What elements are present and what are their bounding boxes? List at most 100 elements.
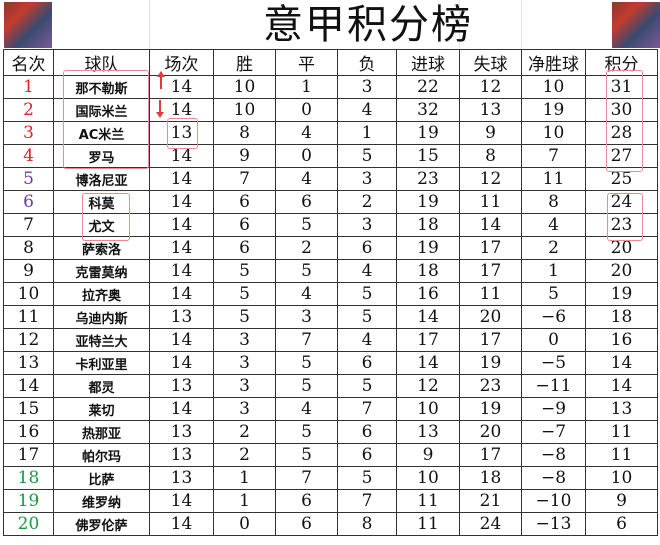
cell-played: 14 bbox=[149, 213, 214, 237]
cell-rank: 5 bbox=[3, 167, 54, 191]
cell-losses: 5 bbox=[337, 305, 397, 329]
cell-team: 拉齐奥 bbox=[53, 282, 150, 306]
cell-goals-for: 22 bbox=[396, 75, 460, 99]
header-goals-against: 失球 bbox=[459, 49, 522, 76]
cell-goal-difference: 19 bbox=[521, 98, 586, 122]
cell-losses: 6 bbox=[337, 236, 397, 260]
cell-points: 11 bbox=[585, 443, 658, 467]
highlight-box-top4-points bbox=[606, 70, 643, 172]
table-row: 17 帕尔玛 13 2 5 6 9 17 −8 11 bbox=[3, 443, 658, 467]
cell-rank: 20 bbox=[3, 512, 54, 536]
cell-wins: 6 bbox=[213, 236, 276, 260]
highlight-box-milan-played bbox=[167, 118, 198, 149]
cell-losses: 3 bbox=[337, 167, 397, 191]
cell-team: 莱切 bbox=[53, 397, 150, 421]
cell-rank: 16 bbox=[3, 420, 54, 444]
cell-points: 20 bbox=[585, 259, 658, 283]
cell-draws: 1 bbox=[275, 75, 338, 99]
cell-goals-for: 19 bbox=[396, 236, 460, 260]
cell-losses: 7 bbox=[337, 397, 397, 421]
cell-played: 14 bbox=[149, 167, 214, 191]
cell-played: 14 bbox=[149, 190, 214, 214]
cell-rank: 10 bbox=[3, 282, 54, 306]
cell-wins: 3 bbox=[213, 374, 276, 398]
cell-wins: 8 bbox=[213, 121, 276, 145]
cell-wins: 9 bbox=[213, 144, 276, 168]
cell-played: 13 bbox=[149, 305, 214, 329]
cell-draws: 0 bbox=[275, 144, 338, 168]
cell-goal-difference: 10 bbox=[521, 121, 586, 145]
cell-draws: 4 bbox=[275, 121, 338, 145]
cell-team: 那不勒斯 bbox=[53, 75, 150, 99]
cell-goals-for: 19 bbox=[396, 121, 460, 145]
table-row: 14 都灵 13 3 5 5 12 23 −11 14 bbox=[3, 374, 658, 398]
cell-rank: 3 bbox=[3, 121, 54, 145]
cell-draws: 7 bbox=[275, 466, 338, 490]
cell-losses: 5 bbox=[337, 144, 397, 168]
cell-losses: 8 bbox=[337, 512, 397, 536]
cell-rank: 9 bbox=[3, 259, 54, 283]
arrow-up-icon bbox=[157, 71, 165, 89]
cell-points: 9 bbox=[585, 489, 658, 513]
cell-wins: 2 bbox=[213, 420, 276, 444]
header-wins: 胜 bbox=[213, 49, 276, 76]
cell-goal-difference: −5 bbox=[521, 351, 586, 375]
cell-rank: 7 bbox=[3, 213, 54, 237]
cell-goals-for: 23 bbox=[396, 167, 460, 191]
cell-wins: 5 bbox=[213, 259, 276, 283]
cell-goals-against: 24 bbox=[459, 512, 522, 536]
cell-played: 14 bbox=[149, 236, 214, 260]
cell-goal-difference: 7 bbox=[521, 144, 586, 168]
cell-wins: 5 bbox=[213, 282, 276, 306]
cell-goals-against: 17 bbox=[459, 443, 522, 467]
cell-goals-for: 32 bbox=[396, 98, 460, 122]
cell-team: 帕尔玛 bbox=[53, 443, 150, 467]
cell-wins: 10 bbox=[213, 98, 276, 122]
highlight-box-top4-teams bbox=[63, 70, 149, 169]
cell-goals-for: 13 bbox=[396, 420, 460, 444]
cell-team: 克雷莫纳 bbox=[53, 259, 150, 283]
cell-goal-difference: −6 bbox=[521, 305, 586, 329]
cell-goals-for: 11 bbox=[396, 489, 460, 513]
cell-rank: 8 bbox=[3, 236, 54, 260]
cell-points: 16 bbox=[585, 328, 658, 352]
cell-losses: 4 bbox=[337, 328, 397, 352]
cell-points: 14 bbox=[585, 351, 658, 375]
cell-wins: 0 bbox=[213, 512, 276, 536]
cell-losses: 6 bbox=[337, 443, 397, 467]
grid-divider bbox=[521, 0, 522, 49]
cell-goal-difference: 10 bbox=[521, 75, 586, 99]
cell-losses: 4 bbox=[337, 98, 397, 122]
cell-draws: 5 bbox=[275, 420, 338, 444]
cell-goals-for: 12 bbox=[396, 374, 460, 398]
cell-goals-for: 10 bbox=[396, 397, 460, 421]
cell-points: 14 bbox=[585, 374, 658, 398]
cell-points: 10 bbox=[585, 466, 658, 490]
cell-rank: 12 bbox=[3, 328, 54, 352]
standings-table: 名次 球队 场次胜平负进球 失球 净胜球 积分 1 那不勒斯 14 10 1 3 22 12 10 31 2 国… bbox=[3, 49, 658, 536]
cell-rank: 19 bbox=[3, 489, 54, 513]
arrow-down-icon bbox=[156, 100, 164, 118]
cell-draws: 5 bbox=[275, 351, 338, 375]
cell-rank: 17 bbox=[3, 443, 54, 467]
cell-goal-difference: −13 bbox=[521, 512, 586, 536]
cell-goals-against: 17 bbox=[459, 259, 522, 283]
avatar-right bbox=[612, 2, 660, 48]
cell-goals-for: 14 bbox=[396, 305, 460, 329]
cell-goals-against: 8 bbox=[459, 144, 522, 168]
cell-wins: 6 bbox=[213, 213, 276, 237]
cell-goals-against: 23 bbox=[459, 374, 522, 398]
table-row: 10 拉齐奥 14 5 4 5 16 11 5 19 bbox=[3, 282, 658, 306]
cell-goal-difference: −11 bbox=[521, 374, 586, 398]
cell-goals-against: 20 bbox=[459, 305, 522, 329]
header-goals-for: 进球 bbox=[396, 49, 460, 76]
cell-team: 亚特兰大 bbox=[53, 328, 150, 352]
cell-goals-for: 16 bbox=[396, 282, 460, 306]
cell-goals-against: 17 bbox=[459, 328, 522, 352]
highlight-box-como-juve-teams bbox=[82, 193, 130, 241]
cell-points: 28 bbox=[585, 121, 658, 145]
cell-points: 27 bbox=[585, 144, 658, 168]
highlight-box-como-juve-points bbox=[607, 193, 643, 241]
cell-goals-for: 9 bbox=[396, 443, 460, 467]
header-draws: 平 bbox=[275, 49, 338, 76]
